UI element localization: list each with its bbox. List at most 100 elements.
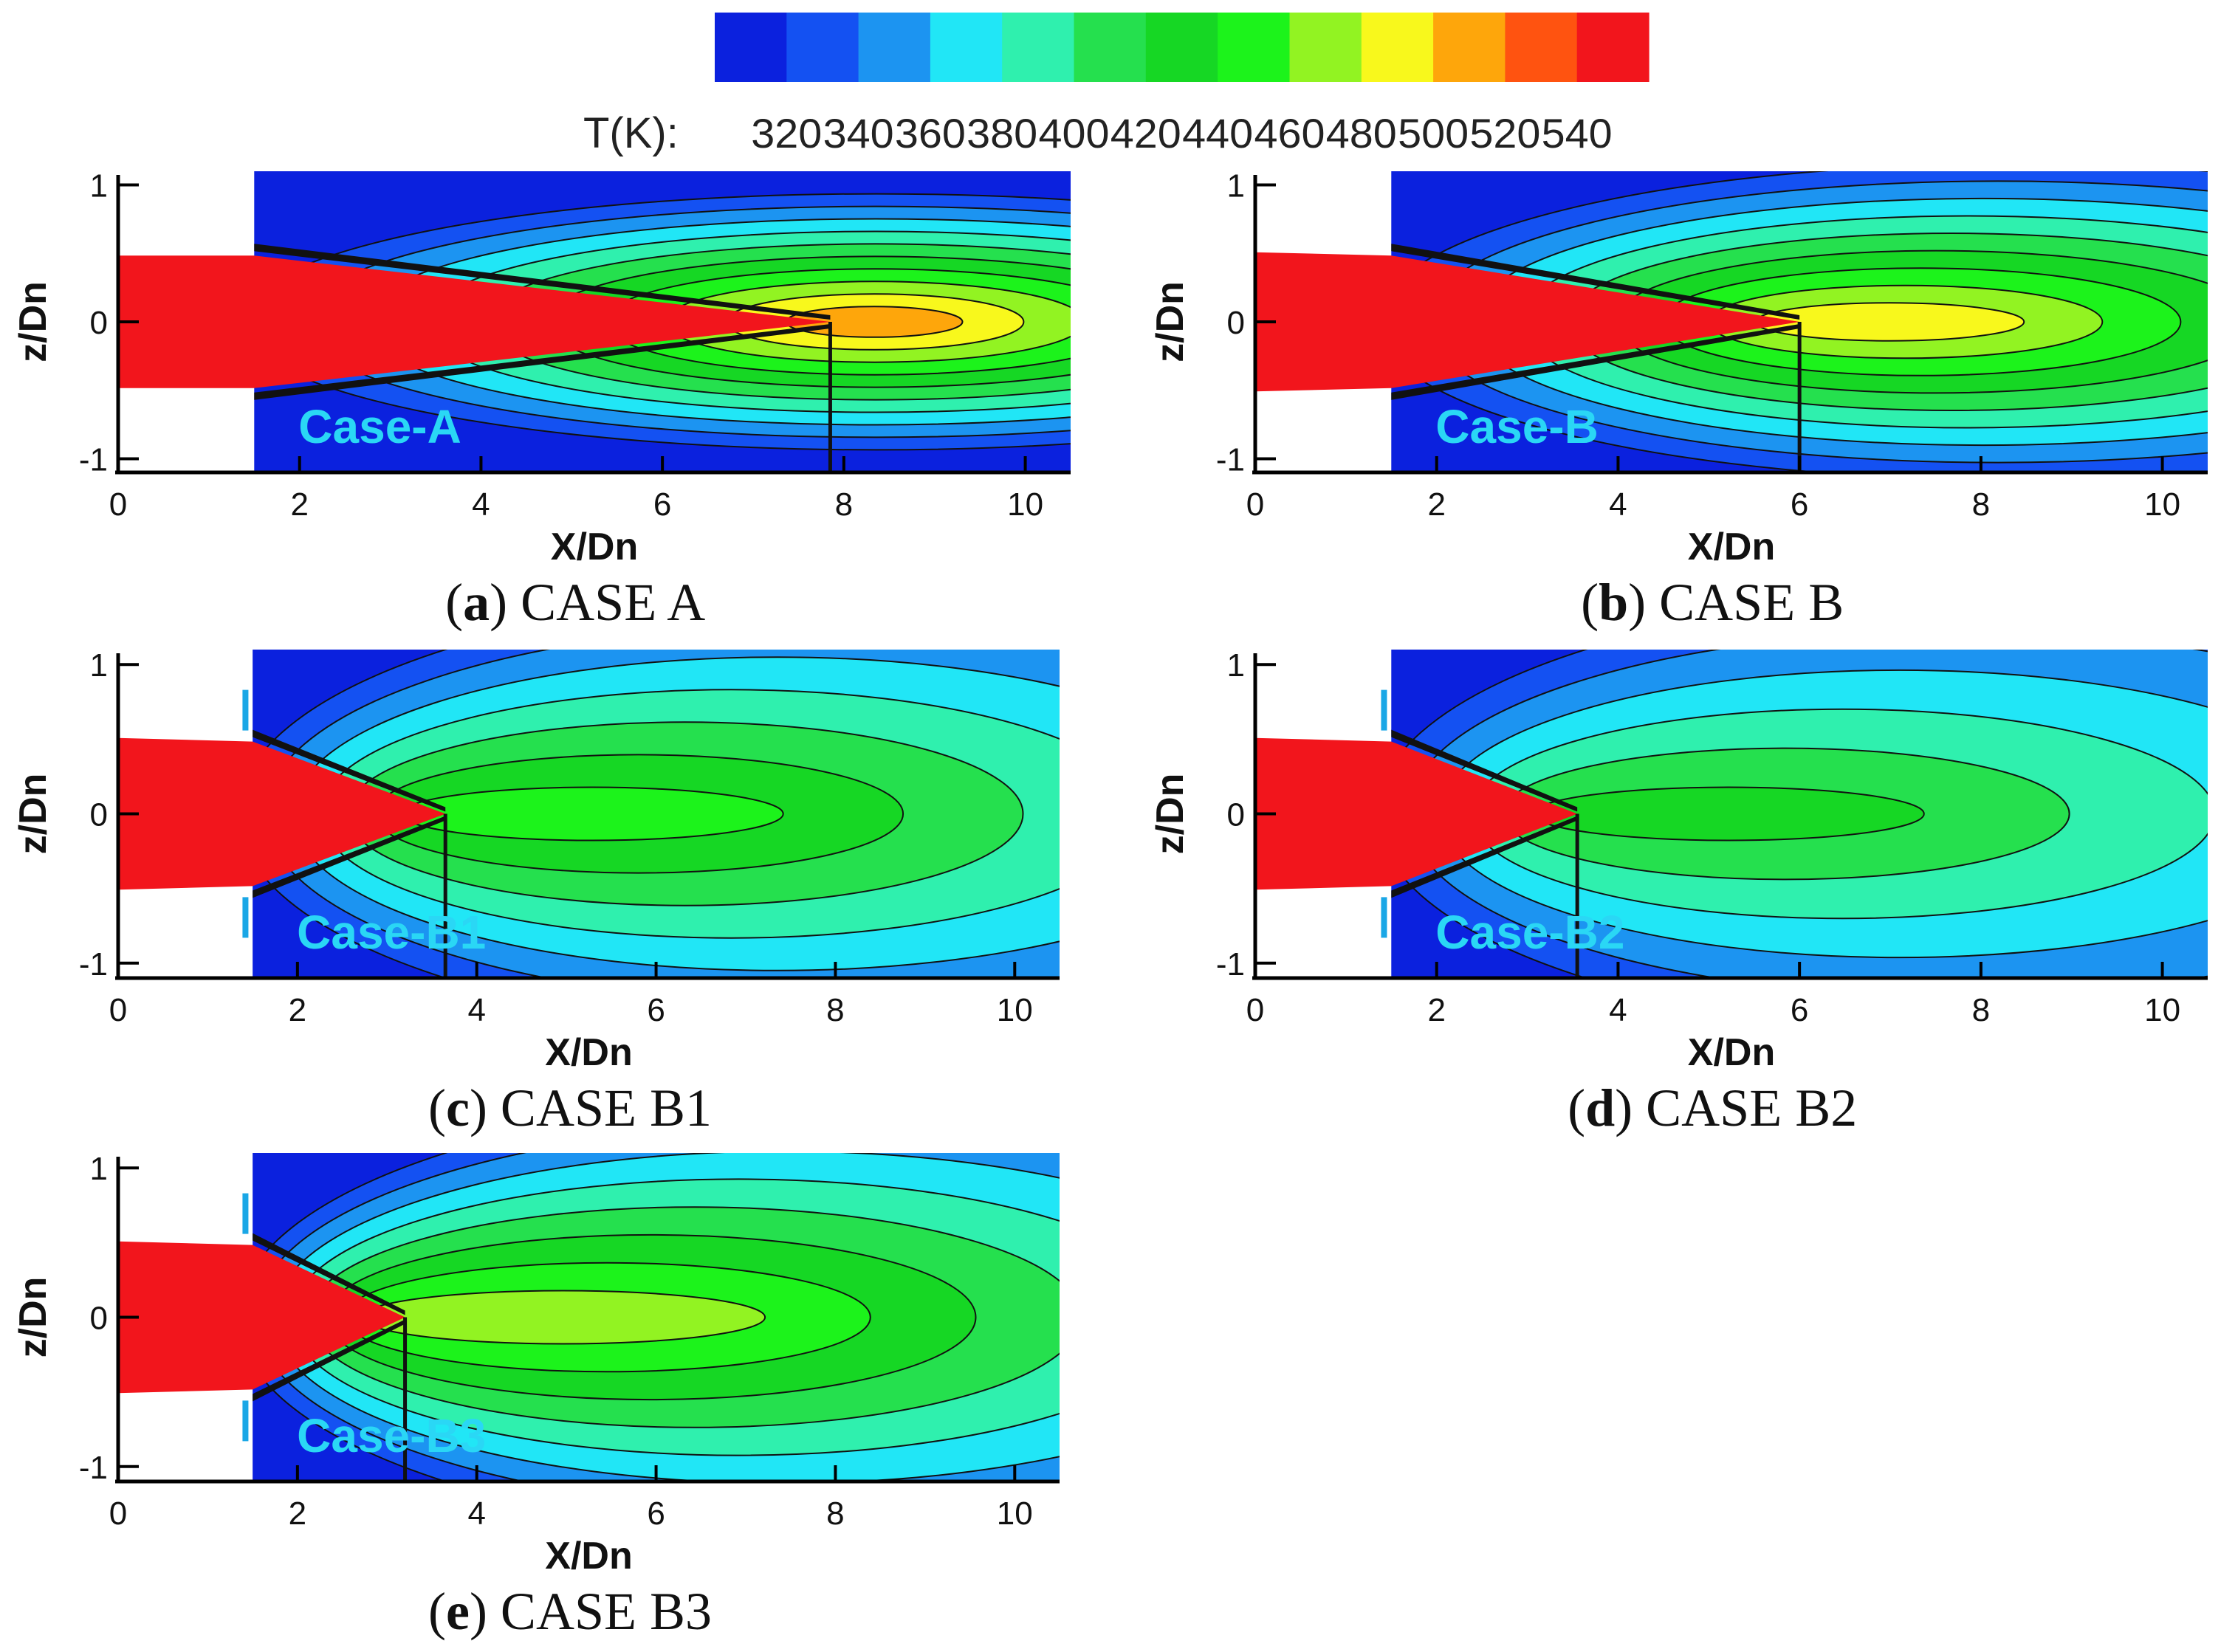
y-tick-label: 0 xyxy=(1227,305,1245,341)
caption-text: CASE A xyxy=(521,573,705,632)
contour-band xyxy=(400,786,784,842)
x-tick-label: 10 xyxy=(997,992,1033,1028)
y-tick-label: -1 xyxy=(1216,441,1245,478)
y-tick-label: 1 xyxy=(1227,168,1245,204)
colorbar-tick: 520 xyxy=(1469,110,1540,156)
caption-text: CASE B3 xyxy=(501,1582,712,1641)
colorbar-tick: 500 xyxy=(1398,110,1469,156)
contour-band xyxy=(1532,786,1925,842)
colorbar-swatch xyxy=(1576,13,1650,82)
injector-lower xyxy=(1381,897,1387,938)
jet-core xyxy=(118,737,446,890)
x-tick-label: 0 xyxy=(109,992,127,1028)
colorbar-tick: 460 xyxy=(1254,110,1325,156)
colorbar-tick: 440 xyxy=(1182,110,1253,156)
colorbar-swatch xyxy=(858,13,931,82)
x-axis-label: X/Dn xyxy=(545,1535,632,1577)
colorbar-swatch xyxy=(1505,13,1578,82)
colorbar-swatch xyxy=(715,13,787,82)
panel-caption: (a) CASE A xyxy=(445,573,705,632)
y-tick-label: -1 xyxy=(1216,946,1245,982)
x-tick-label: 4 xyxy=(467,1496,485,1532)
y-tick-label: 1 xyxy=(90,1151,108,1187)
x-tick-label: 10 xyxy=(2144,992,2180,1028)
caption-letter: e xyxy=(446,1582,470,1641)
x-tick-label: 4 xyxy=(472,486,490,523)
colorbar-label: T(K): xyxy=(583,109,679,157)
colorbar-tick: 380 xyxy=(967,110,1037,156)
shear-layer-upper xyxy=(1391,244,1800,320)
colorbar-swatch xyxy=(930,13,1003,82)
x-tick-label: 6 xyxy=(647,992,665,1028)
panel-caption: (e) CASE B3 xyxy=(428,1582,712,1641)
x-tick-label: 4 xyxy=(467,992,485,1028)
x-tick-label: 4 xyxy=(1609,992,1627,1028)
contour-bands xyxy=(1391,650,2208,978)
shear-layer-upper xyxy=(253,1233,405,1315)
caption-letter: a xyxy=(463,573,490,632)
x-axis-label: X/Dn xyxy=(545,1031,632,1074)
colorbar-tick: 540 xyxy=(1542,110,1613,156)
temperature-colorbar: T(K): 320 340 360 380 400 420 440 460 480 500 520 54… xyxy=(583,13,1650,157)
x-tick-label: 10 xyxy=(1007,486,1043,523)
colorbar-swatch xyxy=(786,13,859,82)
shear-layer-lower xyxy=(253,816,446,898)
y-tick-label: 0 xyxy=(1227,797,1245,833)
x-tick-label: 6 xyxy=(653,486,671,523)
colorbar-swatch xyxy=(1074,13,1147,82)
x-tick-label: 2 xyxy=(1427,992,1445,1028)
y-axis-label: z/Dn xyxy=(1149,281,1192,362)
jet-core xyxy=(1255,252,1800,392)
shear-layer-upper xyxy=(253,729,446,812)
x-tick-label: 0 xyxy=(1246,486,1264,523)
colorbar-swatch xyxy=(1145,13,1218,82)
panel-caption: (b) CASE B xyxy=(1581,573,1844,632)
x-axis-label: X/Dn xyxy=(1688,526,1775,568)
caption-text: CASE B xyxy=(1659,573,1844,632)
colorbar-swatch xyxy=(1433,13,1506,82)
y-tick-label: 0 xyxy=(90,797,108,833)
colorbar-tick: 340 xyxy=(823,110,894,156)
x-tick-label: 8 xyxy=(1972,486,1990,523)
y-axis-label: z/Dn xyxy=(12,774,55,855)
colorbar-tick: 400 xyxy=(1039,110,1110,156)
colorbar-tick: 420 xyxy=(1110,110,1181,156)
jet-core xyxy=(118,255,831,388)
contour-band xyxy=(360,1290,766,1345)
case-label: Case-A xyxy=(298,400,461,453)
x-tick-label: 8 xyxy=(826,992,844,1028)
injector-lower xyxy=(242,1400,249,1442)
x-tick-label: 2 xyxy=(289,992,306,1028)
colorbar-tick: 320 xyxy=(751,110,822,156)
x-tick-label: 2 xyxy=(1427,486,1445,523)
case-label: Case-B xyxy=(1435,400,1599,453)
colorbar-swatch xyxy=(1002,13,1075,82)
x-tick-label: 6 xyxy=(1791,992,1808,1028)
y-axis-label: z/Dn xyxy=(12,1277,55,1358)
x-tick-label: 10 xyxy=(2144,486,2180,523)
y-tick-label: -1 xyxy=(79,441,108,478)
injector-lower xyxy=(242,897,249,938)
x-tick-label: 8 xyxy=(826,1496,844,1532)
x-tick-label: 6 xyxy=(647,1496,665,1532)
y-tick-label: 1 xyxy=(1227,647,1245,684)
caption-letter: b xyxy=(1599,573,1628,632)
contour-bands xyxy=(253,1153,1060,1481)
caption-letter: c xyxy=(446,1078,470,1138)
caption-letter: d xyxy=(1585,1078,1615,1138)
y-axis-label: z/Dn xyxy=(12,281,55,362)
colorbar-swatch xyxy=(1361,13,1434,82)
caption-text: CASE B2 xyxy=(1646,1078,1857,1138)
panel-caption: (d) CASE B2 xyxy=(1568,1078,1857,1138)
x-tick-label: 2 xyxy=(290,486,308,523)
y-tick-label: 0 xyxy=(90,1301,108,1337)
y-axis-label: z/Dn xyxy=(1149,774,1192,855)
caption-text: CASE B1 xyxy=(501,1078,712,1138)
x-axis-label: X/Dn xyxy=(551,526,638,568)
x-tick-label: 2 xyxy=(289,1496,306,1532)
shear-layer-upper xyxy=(1391,729,1578,812)
x-tick-label: 0 xyxy=(109,486,127,523)
